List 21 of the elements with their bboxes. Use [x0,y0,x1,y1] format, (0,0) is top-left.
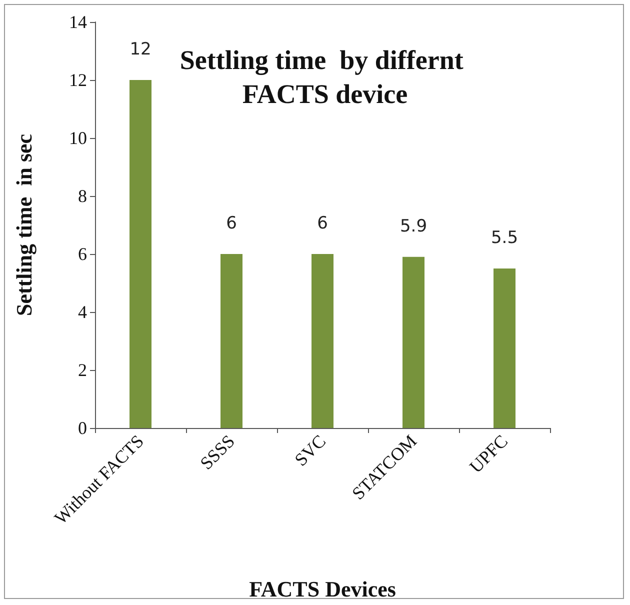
y-tick-label: 8 [78,186,87,206]
text: Settling time by differnt FACTS device [180,45,470,109]
bar [130,80,152,428]
data-label: 5.5 [490,228,518,248]
data-label: 6 [317,214,328,234]
bar [402,256,424,428]
y-tick-label: 2 [78,360,87,380]
y-tick-label: 12 [69,70,87,90]
y-axis-title: Settling time in sec [12,134,36,316]
y-tick-label: 14 [69,12,87,32]
bar [220,254,242,428]
data-label: 5.9 [400,216,428,236]
y-tick-label: 6 [78,244,87,264]
y-tick-label: 0 [78,418,87,438]
y-tick-label: 10 [69,128,87,148]
data-label: 12 [130,40,152,60]
y-tick-label: 4 [78,302,87,322]
data-label: 6 [226,214,237,234]
x-axis-title: FACTS Devices [249,576,396,602]
bar [494,268,516,428]
bar [312,254,334,428]
